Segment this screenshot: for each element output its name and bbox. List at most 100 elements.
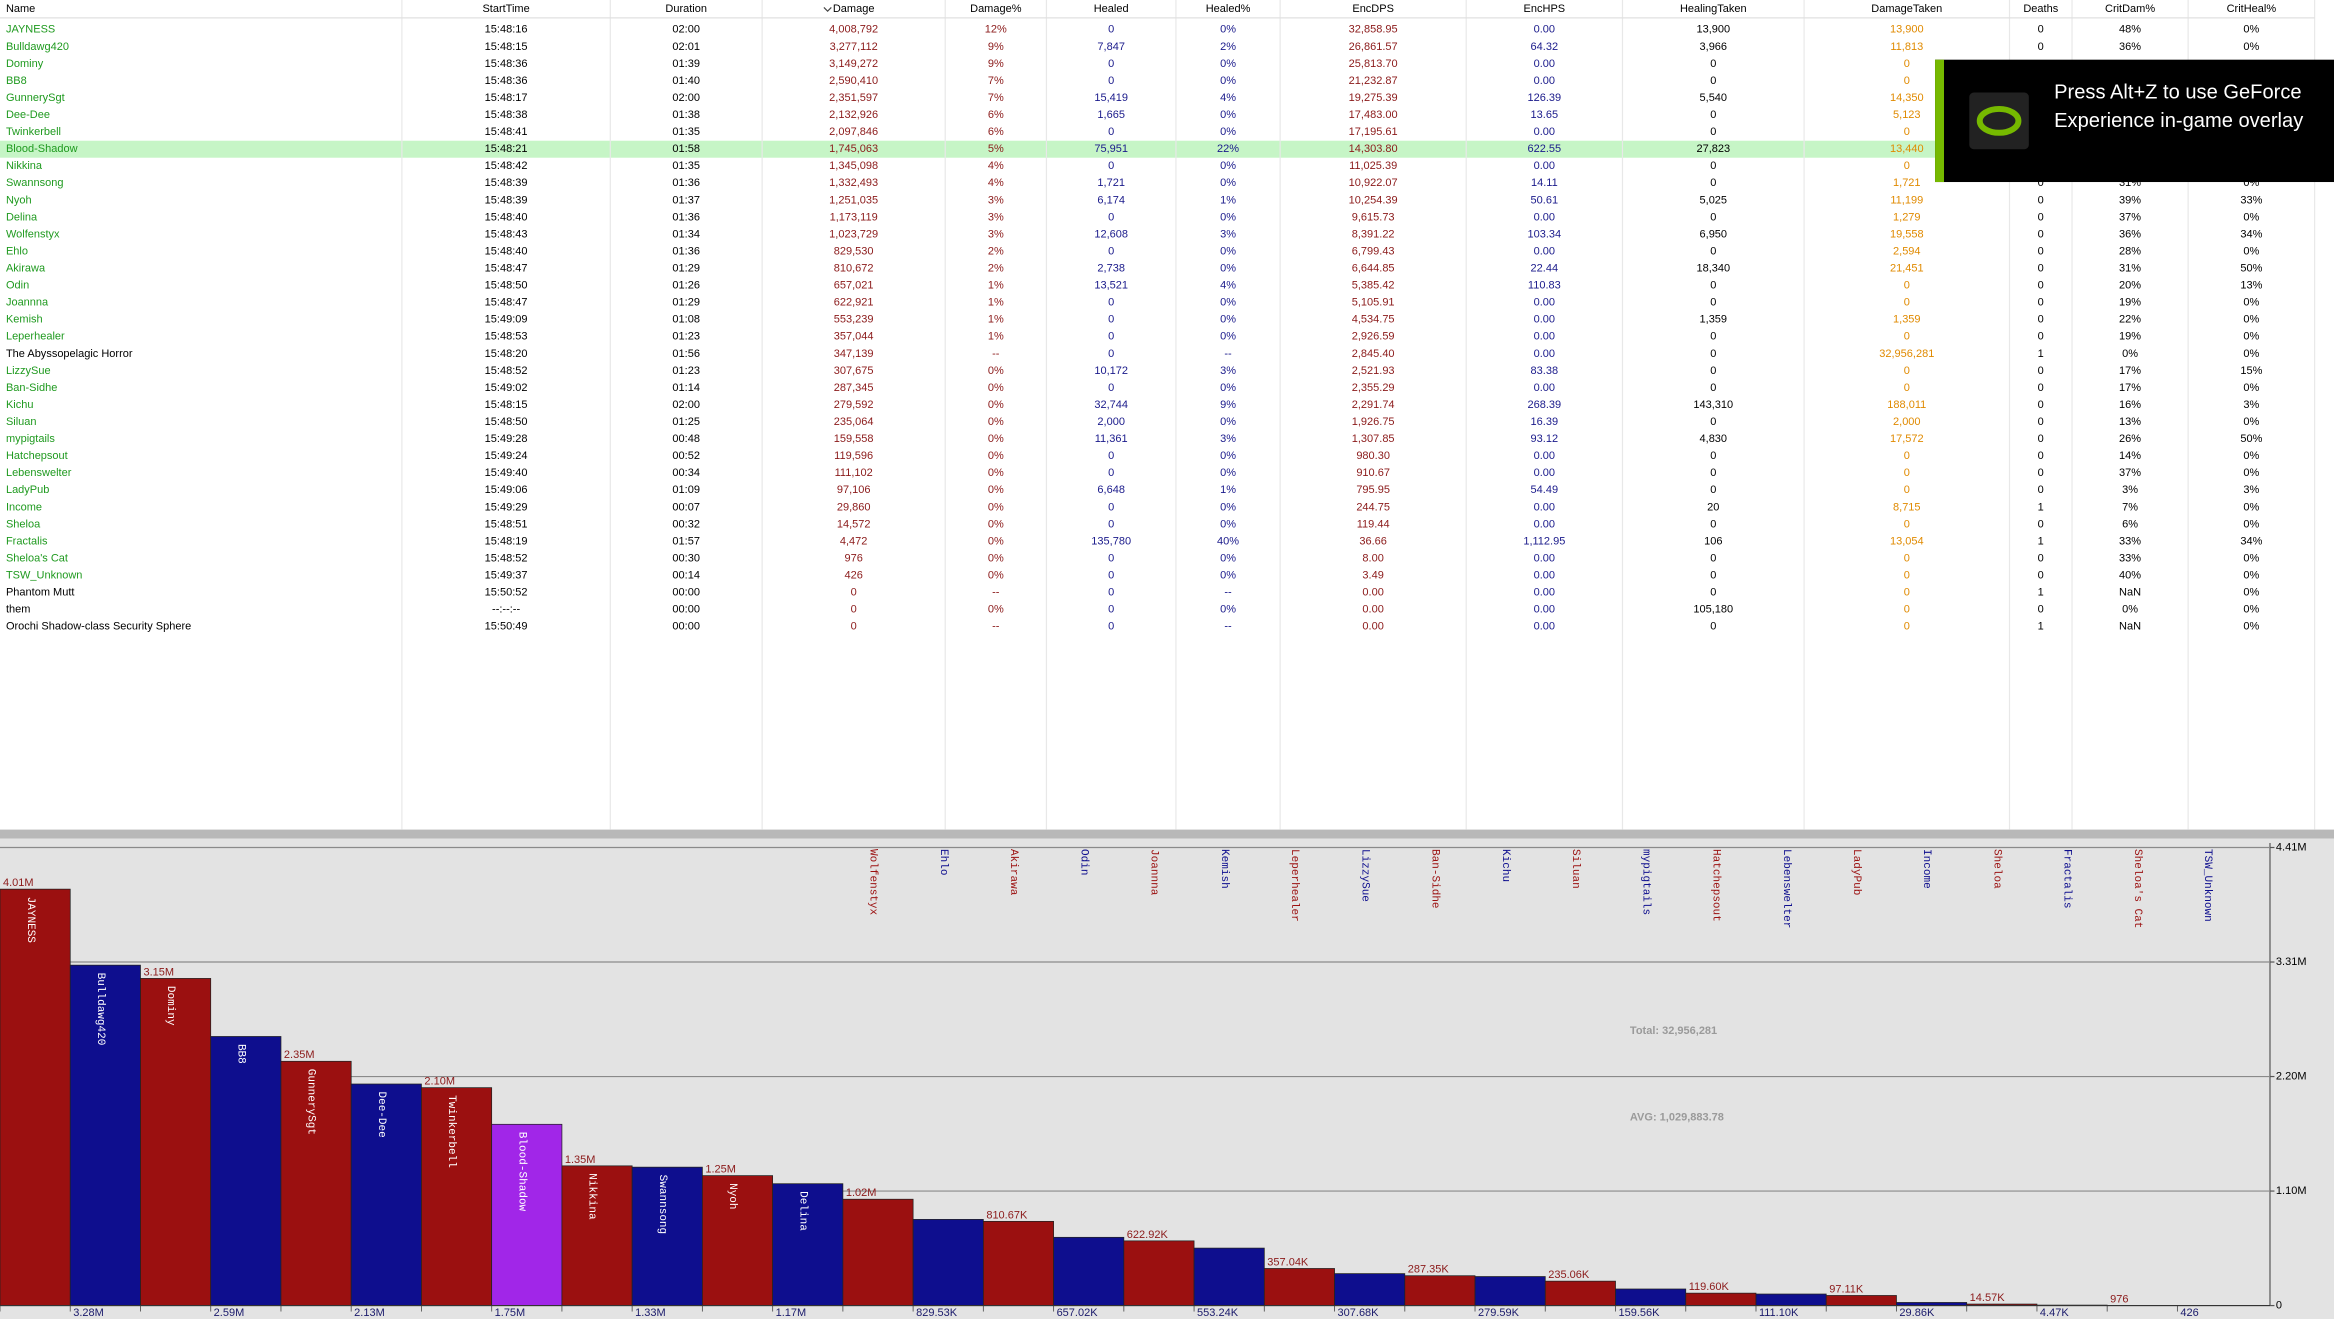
table-cell: 14.11 [1531, 177, 1558, 189]
table-cell: 13% [2240, 280, 2262, 292]
table-cell: 0.00 [1534, 450, 1555, 462]
row-name: Odin [6, 280, 29, 292]
table-cell: 34% [2240, 535, 2262, 547]
table-cell: 795.95 [1356, 484, 1390, 496]
table-cell: 2,590,410 [829, 75, 878, 87]
table-cell: 01:14 [672, 382, 700, 394]
row-name: JAYNESS [6, 24, 55, 36]
table-cell: 19,558 [1890, 228, 1924, 240]
value-label: 279.59K [1478, 1307, 1520, 1319]
column-header[interactable]: StartTime [482, 3, 529, 15]
table-cell: 0 [1108, 569, 1114, 581]
table-cell: 0.00 [1534, 501, 1555, 513]
table-cell: 01:23 [672, 331, 700, 343]
column-header[interactable]: Damage% [970, 3, 1022, 15]
column-header[interactable]: HealingTaken [1680, 3, 1747, 15]
table-cell: -- [992, 348, 1000, 360]
table-cell: 4% [988, 160, 1004, 172]
value-label: 1.02M [846, 1187, 877, 1199]
value-label: 29.86K [1899, 1307, 1935, 1319]
table-cell: 01:36 [672, 245, 700, 257]
column-header[interactable]: Deaths [2023, 3, 2058, 15]
bar [1053, 1236, 1125, 1306]
column-header[interactable]: EncDPS [1352, 3, 1394, 15]
row-name: GunnerySgt [6, 92, 65, 104]
table-cell: 0 [1710, 365, 1716, 377]
table-cell: 0 [1710, 518, 1716, 530]
table-cell: 0 [2038, 211, 2044, 223]
bar-name: Dee-Dee [375, 1091, 387, 1137]
column-header[interactable]: CritHeal% [2227, 3, 2277, 15]
column-header[interactable]: Healed [1094, 3, 1129, 15]
table-cell: 1,359 [1893, 314, 1921, 326]
table-cell: 7% [988, 92, 1004, 104]
column-header[interactable]: CritDam% [2105, 3, 2155, 15]
row-name: Phantom Mutt [6, 587, 74, 599]
bar-name: Twinkerbell [445, 1095, 457, 1168]
table-cell: 13.65 [1531, 109, 1559, 121]
column-header[interactable]: Name [6, 3, 35, 15]
sort-arrow [823, 7, 832, 13]
table-cell: 1 [2038, 535, 2044, 547]
table-cell: 19,275.39 [1349, 92, 1398, 104]
table-cell: 28% [2119, 245, 2141, 257]
table-cell: 0 [1710, 75, 1716, 87]
value-label: 810.67K [986, 1209, 1028, 1221]
table-cell: 15:48:43 [485, 228, 528, 240]
row-name: Lebenswelter [6, 467, 72, 479]
bar-name: Nikkina [586, 1173, 598, 1220]
row-name: Sheloa [6, 518, 41, 530]
table-cell: 0 [1904, 467, 1910, 479]
row-name: Joannna [6, 297, 49, 309]
table-cell: 3% [1220, 228, 1236, 240]
table-cell: 4% [988, 177, 1004, 189]
table-cell: 5,105.91 [1352, 297, 1395, 309]
table-cell: 235,064 [834, 416, 874, 428]
value-label: 829.53K [916, 1307, 958, 1319]
table-cell: 5,123 [1893, 109, 1921, 121]
y-tick-label: 0 [2276, 1299, 2282, 1311]
row-name: The Abyssopelagic Horror [6, 348, 133, 360]
table-cell: 0 [1108, 297, 1114, 309]
column-header[interactable]: Healed% [1206, 3, 1251, 15]
table-cell: 307,675 [834, 365, 874, 377]
table-cell: 0 [2038, 450, 2044, 462]
table-cell: 50% [2240, 433, 2262, 445]
table-cell: 0 [1904, 297, 1910, 309]
table-cell: 0.00 [1362, 587, 1383, 599]
table-cell: 0% [1220, 58, 1236, 70]
table-cell: 279,592 [834, 399, 874, 411]
bar-name: Kemish [1218, 849, 1230, 889]
table-cell: 810,672 [834, 263, 874, 275]
table-cell: 0 [1710, 348, 1716, 360]
table-cell: 11,813 [1890, 41, 1923, 53]
table-cell: 00:52 [672, 450, 700, 462]
table-cell: 244.75 [1356, 501, 1390, 513]
column-header[interactable]: Duration [665, 3, 707, 15]
table-cell: 0 [2038, 365, 2044, 377]
bar-name: JAYNESS [24, 897, 36, 944]
column-header[interactable]: Damage [833, 3, 875, 15]
table-cell: 2,097,846 [829, 126, 878, 138]
table-cell: 426 [844, 569, 862, 581]
table-cell: 13,054 [1890, 535, 1924, 547]
splitter[interactable] [0, 829, 2334, 839]
table-cell: 0 [1904, 587, 1910, 599]
table-cell: 0 [1108, 331, 1114, 343]
table-cell: 0% [988, 433, 1004, 445]
table-cell: 00:07 [672, 501, 700, 513]
table-cell: 0% [2243, 382, 2259, 394]
table-cell: 16.39 [1531, 416, 1559, 428]
table-cell: 0.00 [1534, 518, 1555, 530]
table-cell: 02:00 [672, 399, 700, 411]
bar [1755, 1293, 1827, 1306]
value-label: 1.35M [565, 1154, 596, 1166]
column-header[interactable]: DamageTaken [1871, 3, 1942, 15]
table-cell: 0 [1904, 382, 1910, 394]
table-cell: 0% [2243, 331, 2259, 343]
bar [350, 1083, 422, 1306]
value-label: 3.28M [73, 1307, 104, 1319]
accent-bar [1935, 59, 1945, 183]
column-header[interactable]: EncHPS [1524, 3, 1566, 15]
table-cell: 29,860 [837, 501, 871, 513]
